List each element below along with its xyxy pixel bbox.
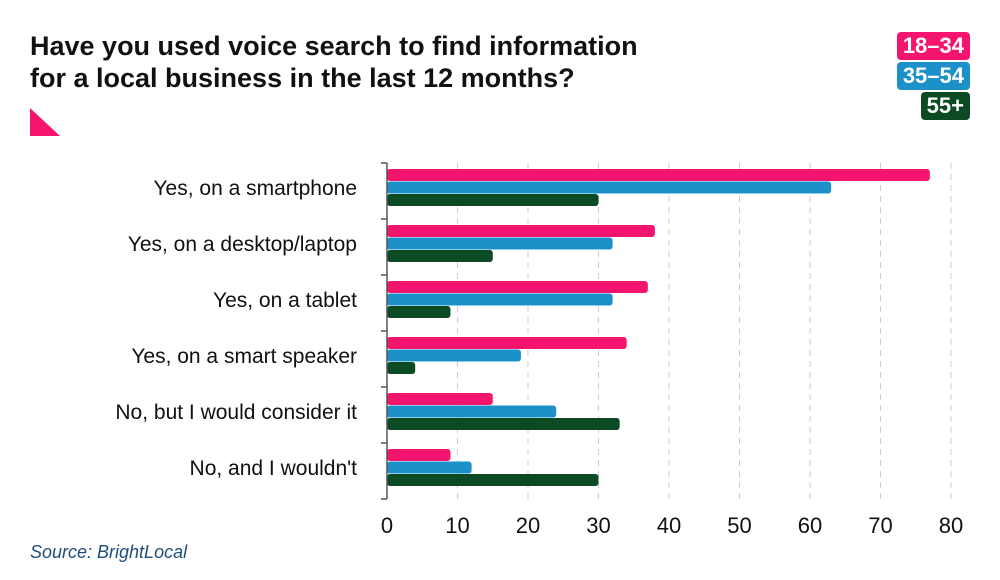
x-tick-label-80: 80 — [939, 513, 963, 538]
x-tick-label-0: 0 — [381, 513, 393, 538]
bar-4-series-2 — [387, 349, 521, 362]
bar-5-series-1 — [387, 393, 493, 405]
category-label-6: No, and I wouldn't — [190, 457, 358, 480]
legend-item-55-plus: 55+ — [920, 92, 970, 120]
x-tick-label-10: 10 — [445, 513, 469, 538]
bar-3-series-2 — [387, 293, 613, 306]
x-tick-label-70: 70 — [868, 513, 892, 538]
bar-2-series-3 — [387, 250, 493, 262]
bar-5-series-3 — [387, 418, 620, 430]
source-note: Source: BrightLocal — [30, 542, 188, 562]
x-tick-label-60: 60 — [798, 513, 822, 538]
chart-title-line-2: for a local business in the last 12 mont… — [30, 63, 575, 93]
bar-6-series-2 — [387, 461, 472, 474]
category-label-1: Yes, on a smartphone — [153, 177, 357, 200]
bar-2-series-1 — [387, 225, 655, 237]
chart-title: Have you used voice search to find infor… — [30, 30, 730, 94]
legend-item-18-34: 18–34 — [896, 32, 970, 60]
bar-2-series-2 — [387, 237, 613, 250]
chart-title-line-1: Have you used voice search to find infor… — [30, 31, 638, 61]
bar-6-series-3 — [387, 474, 599, 486]
x-tick-label-40: 40 — [657, 513, 681, 538]
legend-item-35-54: 35–54 — [896, 62, 970, 90]
accent-triangle-icon — [30, 108, 60, 136]
bar-3-series-3 — [387, 306, 451, 318]
category-label-5: No, but I would consider it — [115, 401, 357, 424]
category-label-4: Yes, on a smart speaker — [131, 345, 357, 368]
bar-1-series-1 — [387, 169, 930, 181]
bar-4-series-3 — [387, 362, 416, 374]
bar-1-series-2 — [387, 181, 832, 194]
category-label-3: Yes, on a tablet — [213, 289, 357, 312]
bar-1-series-3 — [387, 194, 599, 206]
legend: 18–34 35–54 55+ — [896, 32, 970, 120]
x-tick-label-30: 30 — [586, 513, 610, 538]
x-tick-label-50: 50 — [727, 513, 751, 538]
category-label-2: Yes, on a desktop/laptop — [128, 233, 357, 256]
bar-6-series-1 — [387, 449, 451, 461]
x-tick-label-20: 20 — [516, 513, 540, 538]
bar-3-series-1 — [387, 281, 648, 293]
bar-5-series-2 — [387, 405, 557, 418]
bar-4-series-1 — [387, 337, 627, 349]
